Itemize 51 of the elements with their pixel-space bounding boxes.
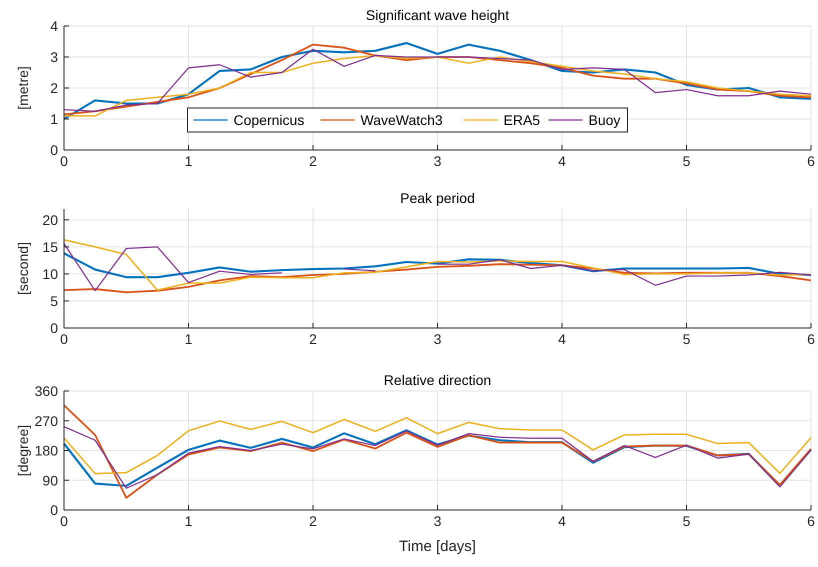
y-tick-label: 2 xyxy=(50,80,58,96)
line-series xyxy=(62,252,812,278)
legend-label: WaveWatch3 xyxy=(360,112,443,128)
x-tick-label: 0 xyxy=(60,331,68,347)
y-tick-label: 90 xyxy=(42,472,58,488)
y-tick-label: 0 xyxy=(50,142,58,158)
y-tick-label: 180 xyxy=(34,442,58,458)
chart-title: Peak period xyxy=(400,190,475,206)
x-tick-label: 5 xyxy=(682,331,691,347)
y-tick-label: 0 xyxy=(50,502,58,518)
y-tick-label: 360 xyxy=(34,383,58,399)
x-tick-label: 1 xyxy=(184,331,193,347)
chart-title: Relative direction xyxy=(384,372,492,388)
line-series xyxy=(63,417,812,474)
y-tick-label: 1 xyxy=(50,111,58,127)
y-axis-title: [degree] xyxy=(15,424,31,476)
x-tick-label: 2 xyxy=(309,153,318,169)
x-tick-label: 3 xyxy=(434,331,442,347)
y-tick-label: 5 xyxy=(50,292,58,309)
x-tick-label: 4 xyxy=(558,153,566,169)
legend-label: Buoy xyxy=(588,112,620,128)
y-tick-label: 15 xyxy=(42,238,58,255)
x-tick-label: 1 xyxy=(184,513,193,529)
x-tick-label: 6 xyxy=(807,513,816,529)
y-tick-label: 10 xyxy=(42,266,58,282)
x-tick-label: 2 xyxy=(309,331,318,347)
legend-label: Copernicus xyxy=(234,112,304,128)
line-series xyxy=(63,404,812,499)
line-series xyxy=(63,263,812,294)
y-tick-label: 0 xyxy=(50,320,58,336)
x-tick-label: 3 xyxy=(434,513,442,529)
legend-label: ERA5 xyxy=(504,112,540,128)
x-tick-label: 4 xyxy=(558,513,566,529)
x-tick-label: 0 xyxy=(60,153,68,169)
x-tick-label: 1 xyxy=(184,153,193,169)
x-tick-label: 6 xyxy=(807,331,816,347)
chart-title: Significant wave height xyxy=(366,7,510,23)
x-tick-label: 3 xyxy=(434,153,442,169)
x-tick-label: 2 xyxy=(309,513,318,529)
x-tick-label: 5 xyxy=(682,513,691,529)
x-tick-label: 0 xyxy=(60,513,68,529)
y-axis-title: [second] xyxy=(15,242,31,295)
x-tick-label: 4 xyxy=(558,331,566,347)
y-axis-title: [metre] xyxy=(15,66,31,110)
y-tick-label: 20 xyxy=(42,212,58,228)
y-tick-label: 3 xyxy=(50,49,58,65)
y-tick-label: 270 xyxy=(34,412,58,429)
x-tick-label: 5 xyxy=(682,153,691,169)
x-tick-label: 6 xyxy=(807,153,816,169)
x-axis-title: Time [days] xyxy=(399,538,476,555)
y-tick-label: 4 xyxy=(50,18,58,34)
